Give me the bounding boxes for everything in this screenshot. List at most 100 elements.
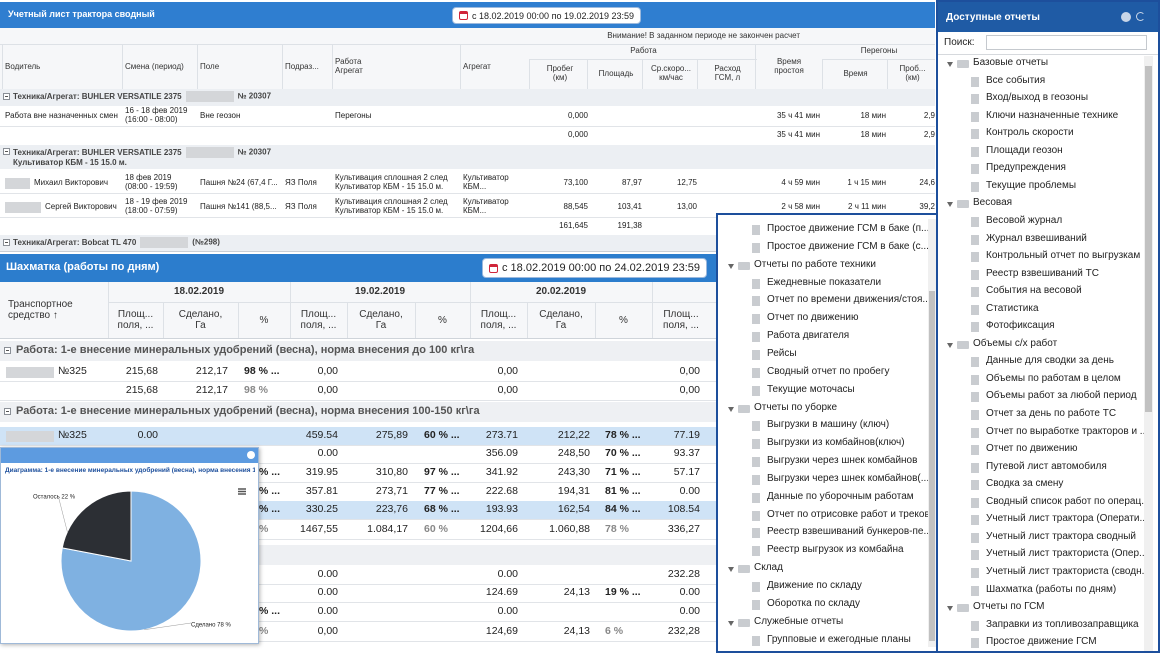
search-input[interactable] bbox=[986, 35, 1147, 50]
tree-item[interactable]: Ключи назначенные технике bbox=[938, 109, 1158, 125]
tree-item[interactable]: Реестр выгрузок из комбайна bbox=[718, 543, 938, 559]
scrollbar-thumb[interactable] bbox=[1145, 66, 1152, 412]
tree-item[interactable]: Простое движение ГСМ в баке (с... bbox=[718, 240, 938, 256]
tree-item[interactable]: Выгрузки через шнек комбайнов bbox=[718, 454, 938, 470]
tree-item[interactable]: Отчет за день по работе ТС bbox=[938, 407, 1158, 423]
item-label: Простое движение ГСМ в баке (п... bbox=[767, 223, 930, 234]
tree-item[interactable]: Реестр взвешиваний бункеров-пе... bbox=[718, 525, 938, 541]
tree-folder[interactable]: Базовые отчеты bbox=[938, 56, 1158, 72]
cell-text: 0,00 bbox=[679, 384, 700, 397]
tree-item[interactable]: Реестр взвешиваний ТС bbox=[938, 267, 1158, 283]
cell: 0.00 bbox=[655, 600, 700, 624]
tree-item[interactable]: Все события bbox=[938, 74, 1158, 90]
tree-item[interactable]: Текущие моточасы bbox=[718, 383, 938, 399]
close-button[interactable] bbox=[247, 451, 255, 459]
cell-text: Культиватор КБМ... bbox=[463, 173, 509, 191]
date-range-button[interactable]: с 18.02.2019 00:00 по 19.02.2019 23:59 bbox=[452, 7, 642, 24]
tree-item[interactable]: События на весовой bbox=[938, 284, 1158, 300]
tree-item[interactable]: Шахматка (работы по дням) bbox=[938, 583, 1158, 599]
tree-item[interactable]: Учетный лист тракториста (сводн... bbox=[938, 565, 1158, 581]
minus bbox=[6, 411, 9, 412]
tree-item[interactable]: Отчет по движению bbox=[938, 442, 1158, 458]
tree-item[interactable]: Ежедневные показатели bbox=[718, 276, 938, 292]
cell: 0.00 bbox=[110, 424, 158, 448]
tree-item[interactable]: Выгрузки из комбайнов(ключ) bbox=[718, 436, 938, 452]
date-header: 18.02.2019 bbox=[173, 286, 225, 297]
cell: 0,000 bbox=[532, 123, 588, 147]
cell: ЯЗ Поля bbox=[285, 171, 330, 195]
scrollbar-thumb[interactable] bbox=[929, 291, 935, 641]
col-line bbox=[652, 302, 653, 338]
tree-item[interactable]: Оборотка по складу bbox=[718, 597, 938, 613]
tree-folder[interactable]: Весовая bbox=[938, 196, 1158, 212]
tree-item[interactable]: Простое движение ГСМ в баке (п... bbox=[718, 222, 938, 238]
cell-text: 0.00 bbox=[679, 605, 700, 618]
tree-item[interactable]: Данные для сводки за день bbox=[938, 354, 1158, 370]
tree-item[interactable]: Отчет по движению bbox=[718, 311, 938, 327]
refresh-button[interactable] bbox=[1136, 12, 1145, 21]
tree-item[interactable]: Контрольный отчет по выгрузкам bbox=[938, 249, 1158, 265]
tree-item[interactable]: Учетный лист трактора (Операти... bbox=[938, 512, 1158, 528]
cell-text: Проб... (км) bbox=[899, 64, 926, 82]
cell: 24,13 bbox=[530, 620, 590, 644]
doc-icon bbox=[971, 129, 979, 140]
tree-item[interactable]: Сводный список работ по операц... bbox=[938, 495, 1158, 511]
folder-label: Отчеты по работе техники bbox=[754, 258, 876, 270]
collapse-icon[interactable] bbox=[3, 93, 10, 100]
tree-item[interactable]: Весовой журнал bbox=[938, 214, 1158, 230]
tree-item[interactable]: Контроль скорости bbox=[938, 126, 1158, 142]
doc-icon bbox=[971, 620, 979, 631]
back-button[interactable] bbox=[1121, 12, 1131, 22]
collapse-icon[interactable] bbox=[4, 408, 11, 415]
item-label: Отчет по времени движения/стоя... bbox=[767, 294, 931, 306]
item-label: Фотофиксация bbox=[986, 320, 1055, 332]
tree-item[interactable]: Выгрузки через шнек комбайнов(... bbox=[718, 472, 938, 488]
tree-item[interactable]: Учетный лист тракториста (Опер... bbox=[938, 547, 1158, 563]
tree-folder[interactable]: Склад bbox=[718, 561, 938, 577]
tree-item[interactable]: Отчет по выработке тракторов и ... bbox=[938, 425, 1158, 441]
tree-item[interactable]: Предупреждения bbox=[938, 161, 1158, 177]
tree-item[interactable]: Путевой лист автомобиля bbox=[938, 460, 1158, 476]
tree-item[interactable]: Рейсы bbox=[718, 347, 938, 363]
tree-item[interactable]: Сводка за смену bbox=[938, 477, 1158, 493]
cell: Работа Агрегат bbox=[335, 55, 460, 79]
cell-text: 18 - 19 фев 2019 (18:00 - 07:59) bbox=[125, 197, 188, 215]
collapse-icon[interactable] bbox=[3, 239, 10, 246]
tree-item[interactable]: Отчет по времени движения/стоя... bbox=[718, 293, 938, 309]
item-label: Заправки из топливозаправщика bbox=[986, 618, 1139, 630]
tree-folder[interactable]: Объемы с/х работ bbox=[938, 337, 1158, 353]
tree-item[interactable]: Данные по уборочным работам bbox=[718, 490, 938, 506]
tree-item[interactable]: Отчет по отрисовке работ и треков bbox=[718, 508, 938, 524]
collapse-icon[interactable] bbox=[4, 347, 11, 354]
cell-text: % ... bbox=[259, 605, 281, 618]
tree-item[interactable]: Учетный лист трактора сводный bbox=[938, 530, 1158, 546]
tree-item[interactable]: Простое движение ГСМ bbox=[938, 635, 1158, 651]
tree-item[interactable]: Текущие проблемы bbox=[938, 179, 1158, 195]
cell: 0.00 bbox=[292, 563, 338, 587]
cell-text: 24,13 bbox=[563, 625, 590, 638]
folder-icon bbox=[738, 404, 750, 413]
tree-item[interactable]: Объемы работ за любой период bbox=[938, 389, 1158, 405]
doc-icon bbox=[971, 287, 979, 298]
tree-item[interactable]: Работа двигателя bbox=[718, 329, 938, 345]
tree-folder[interactable]: Отчеты по ГСМ bbox=[938, 600, 1158, 616]
tree-item[interactable]: Заправки из топливозаправщика bbox=[938, 618, 1158, 634]
date-range-button[interactable]: с 18.02.2019 00:00 по 24.02.2019 23:59 bbox=[482, 258, 708, 278]
tree-item[interactable]: Групповые и ежегодные планы bbox=[718, 633, 938, 649]
tree-item[interactable]: Выгрузки в машину (ключ) bbox=[718, 418, 938, 434]
row-line bbox=[0, 44, 935, 45]
tree-item[interactable]: Вход/выход в геозоны bbox=[938, 91, 1158, 107]
cell: % bbox=[415, 308, 470, 332]
collapse-icon[interactable] bbox=[3, 148, 10, 155]
tree-item[interactable]: Фотофиксация bbox=[938, 319, 1158, 335]
cell: 275,89 bbox=[350, 424, 408, 448]
tree-folder[interactable]: Отчеты по уборке bbox=[718, 401, 938, 417]
tree-folder[interactable]: Служебные отчеты bbox=[718, 615, 938, 631]
tree-folder[interactable]: Отчеты по работе техники bbox=[718, 258, 938, 274]
tree-item[interactable]: Сводный отчет по пробегу bbox=[718, 365, 938, 381]
tree-item[interactable]: Площади геозон bbox=[938, 144, 1158, 160]
tree-item[interactable]: Журнал взвешиваний bbox=[938, 232, 1158, 248]
tree-item[interactable]: Объемы по работам в целом bbox=[938, 372, 1158, 388]
tree-item[interactable]: Движение по складу bbox=[718, 579, 938, 595]
tree-item[interactable]: Статистика bbox=[938, 302, 1158, 318]
